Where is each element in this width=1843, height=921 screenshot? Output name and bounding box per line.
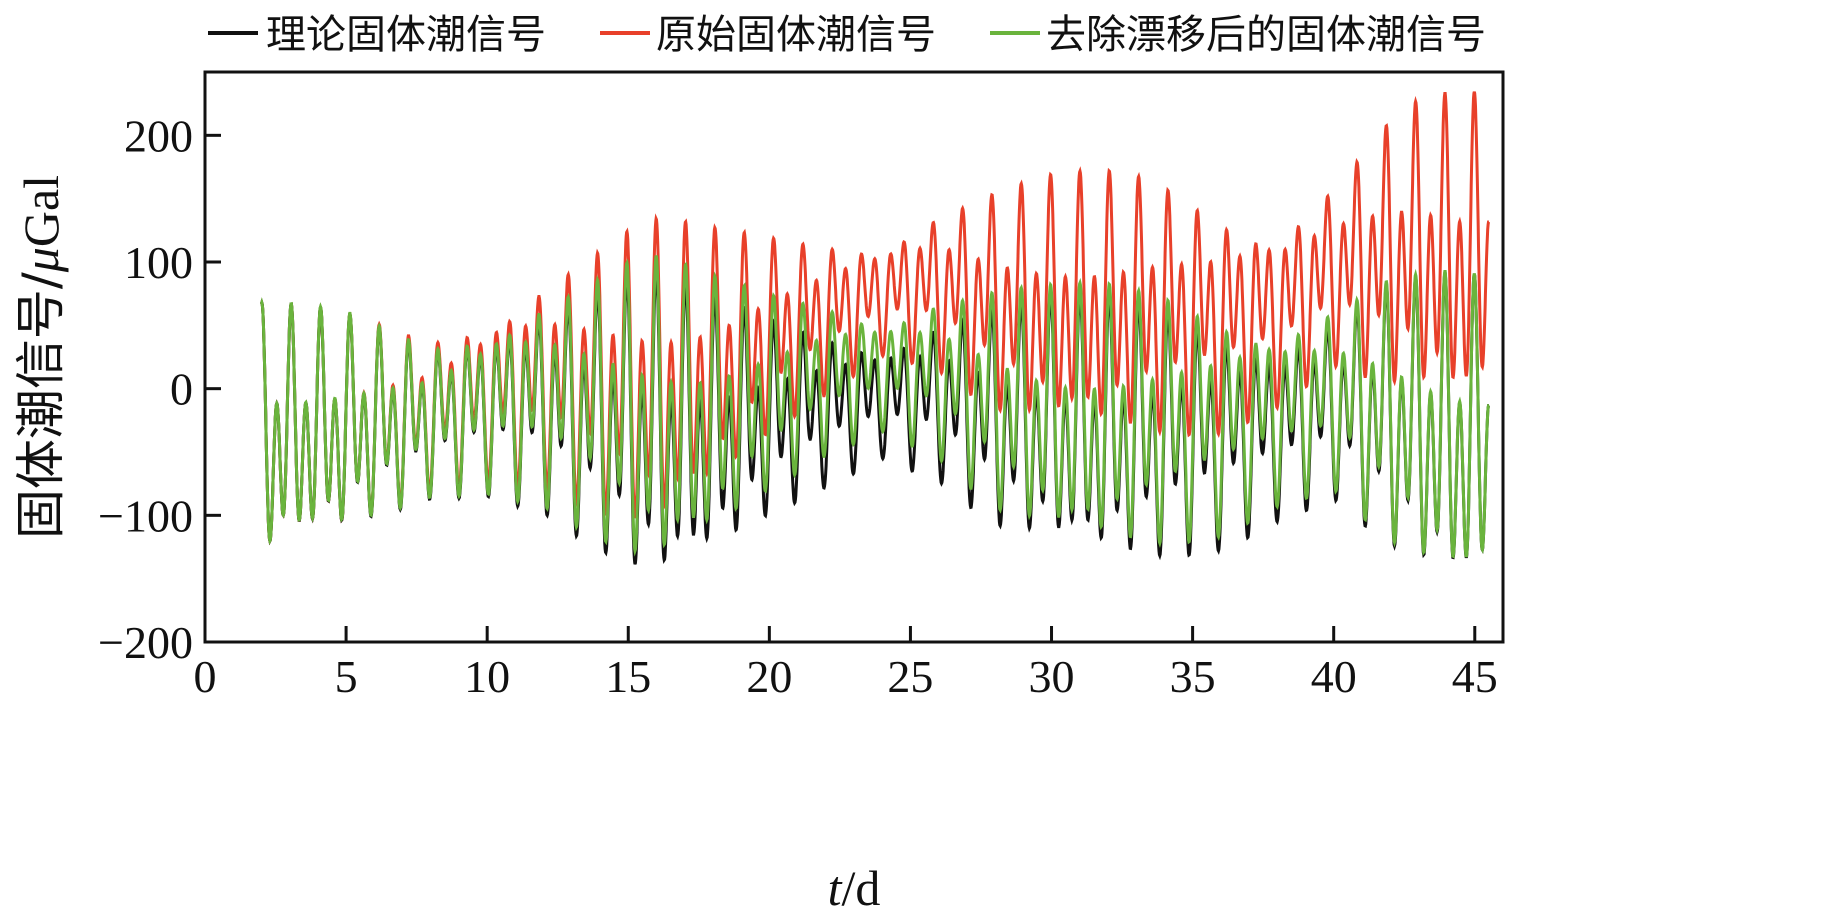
x-tick-label: 35 <box>1170 651 1216 702</box>
x-axis-title-unit: /d <box>842 860 881 916</box>
x-tick-label: 30 <box>1029 651 1075 702</box>
y-tick-label: −100 <box>98 490 193 541</box>
y-axis: −200 −100 0 100 200 <box>98 110 221 668</box>
x-tick-label: 5 <box>335 651 358 702</box>
y-tick-label: 0 <box>170 364 193 415</box>
x-axis-title: t/d <box>828 860 881 916</box>
y-axis-title-unit: Gal <box>13 175 69 247</box>
x-tick-label: 20 <box>746 651 792 702</box>
y-axis-title: 固体潮信号/μGal <box>12 175 70 539</box>
x-axis-title-var: t <box>828 860 843 916</box>
x-tick-label: 45 <box>1452 651 1498 702</box>
x-tick-label: 40 <box>1311 651 1357 702</box>
y-tick-label: 100 <box>124 237 193 288</box>
legend-label-corrected: 去除漂移后的固体潮信号 <box>1046 12 1486 58</box>
x-axis: 0 5 10 15 20 25 30 35 40 45 <box>194 626 1498 702</box>
series-line-corrected <box>259 255 1490 559</box>
legend-label-raw: 原始固体潮信号 <box>656 12 936 58</box>
y-axis-title-prefix: 固体潮信号/ <box>12 272 70 539</box>
x-tick-label: 25 <box>887 651 933 702</box>
legend-label-theory: 理论固体潮信号 <box>266 12 546 58</box>
series-layer <box>259 91 1490 565</box>
y-tick-label: −200 <box>98 617 193 668</box>
x-tick-label: 0 <box>194 651 217 702</box>
x-tick-label: 15 <box>605 651 651 702</box>
plot-frame <box>203 70 1505 644</box>
x-tick-label: 10 <box>464 651 510 702</box>
y-axis-title-mu: μ <box>13 247 69 273</box>
legend: 理论固体潮信号 原始固体潮信号 去除漂移后的固体潮信号 <box>208 12 1486 58</box>
y-tick-label: 200 <box>124 110 193 161</box>
